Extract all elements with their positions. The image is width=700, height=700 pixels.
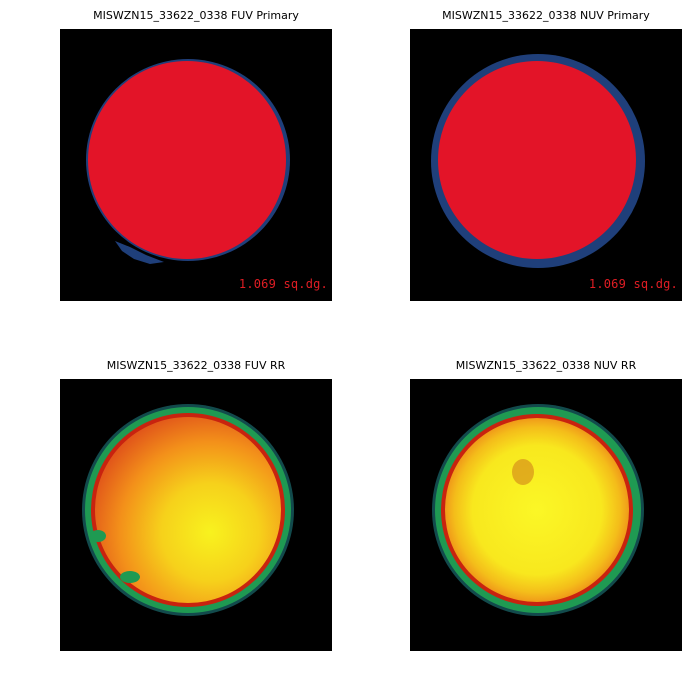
fuv-rr-notch-bottom: [120, 571, 140, 583]
nuv-primary-title: MISWZN15_33622_0338 NUV Primary: [442, 9, 650, 22]
nuv-rr-disk: [445, 418, 629, 602]
fuv-primary-title: MISWZN15_33622_0338 FUV Primary: [93, 9, 299, 22]
fuv-primary-disk: [88, 61, 286, 259]
fuv-rr-image: [60, 379, 332, 651]
fuv-primary-image: 1.069 sq.dg.: [60, 29, 332, 301]
fuv-rr-disk: [95, 417, 281, 603]
nuv-primary-area-label: 1.069 sq.dg.: [588, 277, 678, 291]
fuv-rr-notch: [90, 530, 106, 542]
fuv-primary-ring-ragged-edge: [115, 241, 164, 264]
fuv-primary-area-label: 1.069 sq.dg.: [238, 277, 328, 291]
nuv-rr-blemish: [512, 459, 534, 485]
nuv-rr-title: MISWZN15_33622_0338 NUV RR: [455, 359, 637, 372]
nuv-rr-image: [410, 379, 682, 651]
nuv-primary-image: 1.069 sq.dg.: [410, 29, 682, 301]
nuv-primary-disk: [438, 61, 636, 259]
fuv-rr-title: MISWZN15_33622_0338 FUV RR: [106, 359, 286, 372]
